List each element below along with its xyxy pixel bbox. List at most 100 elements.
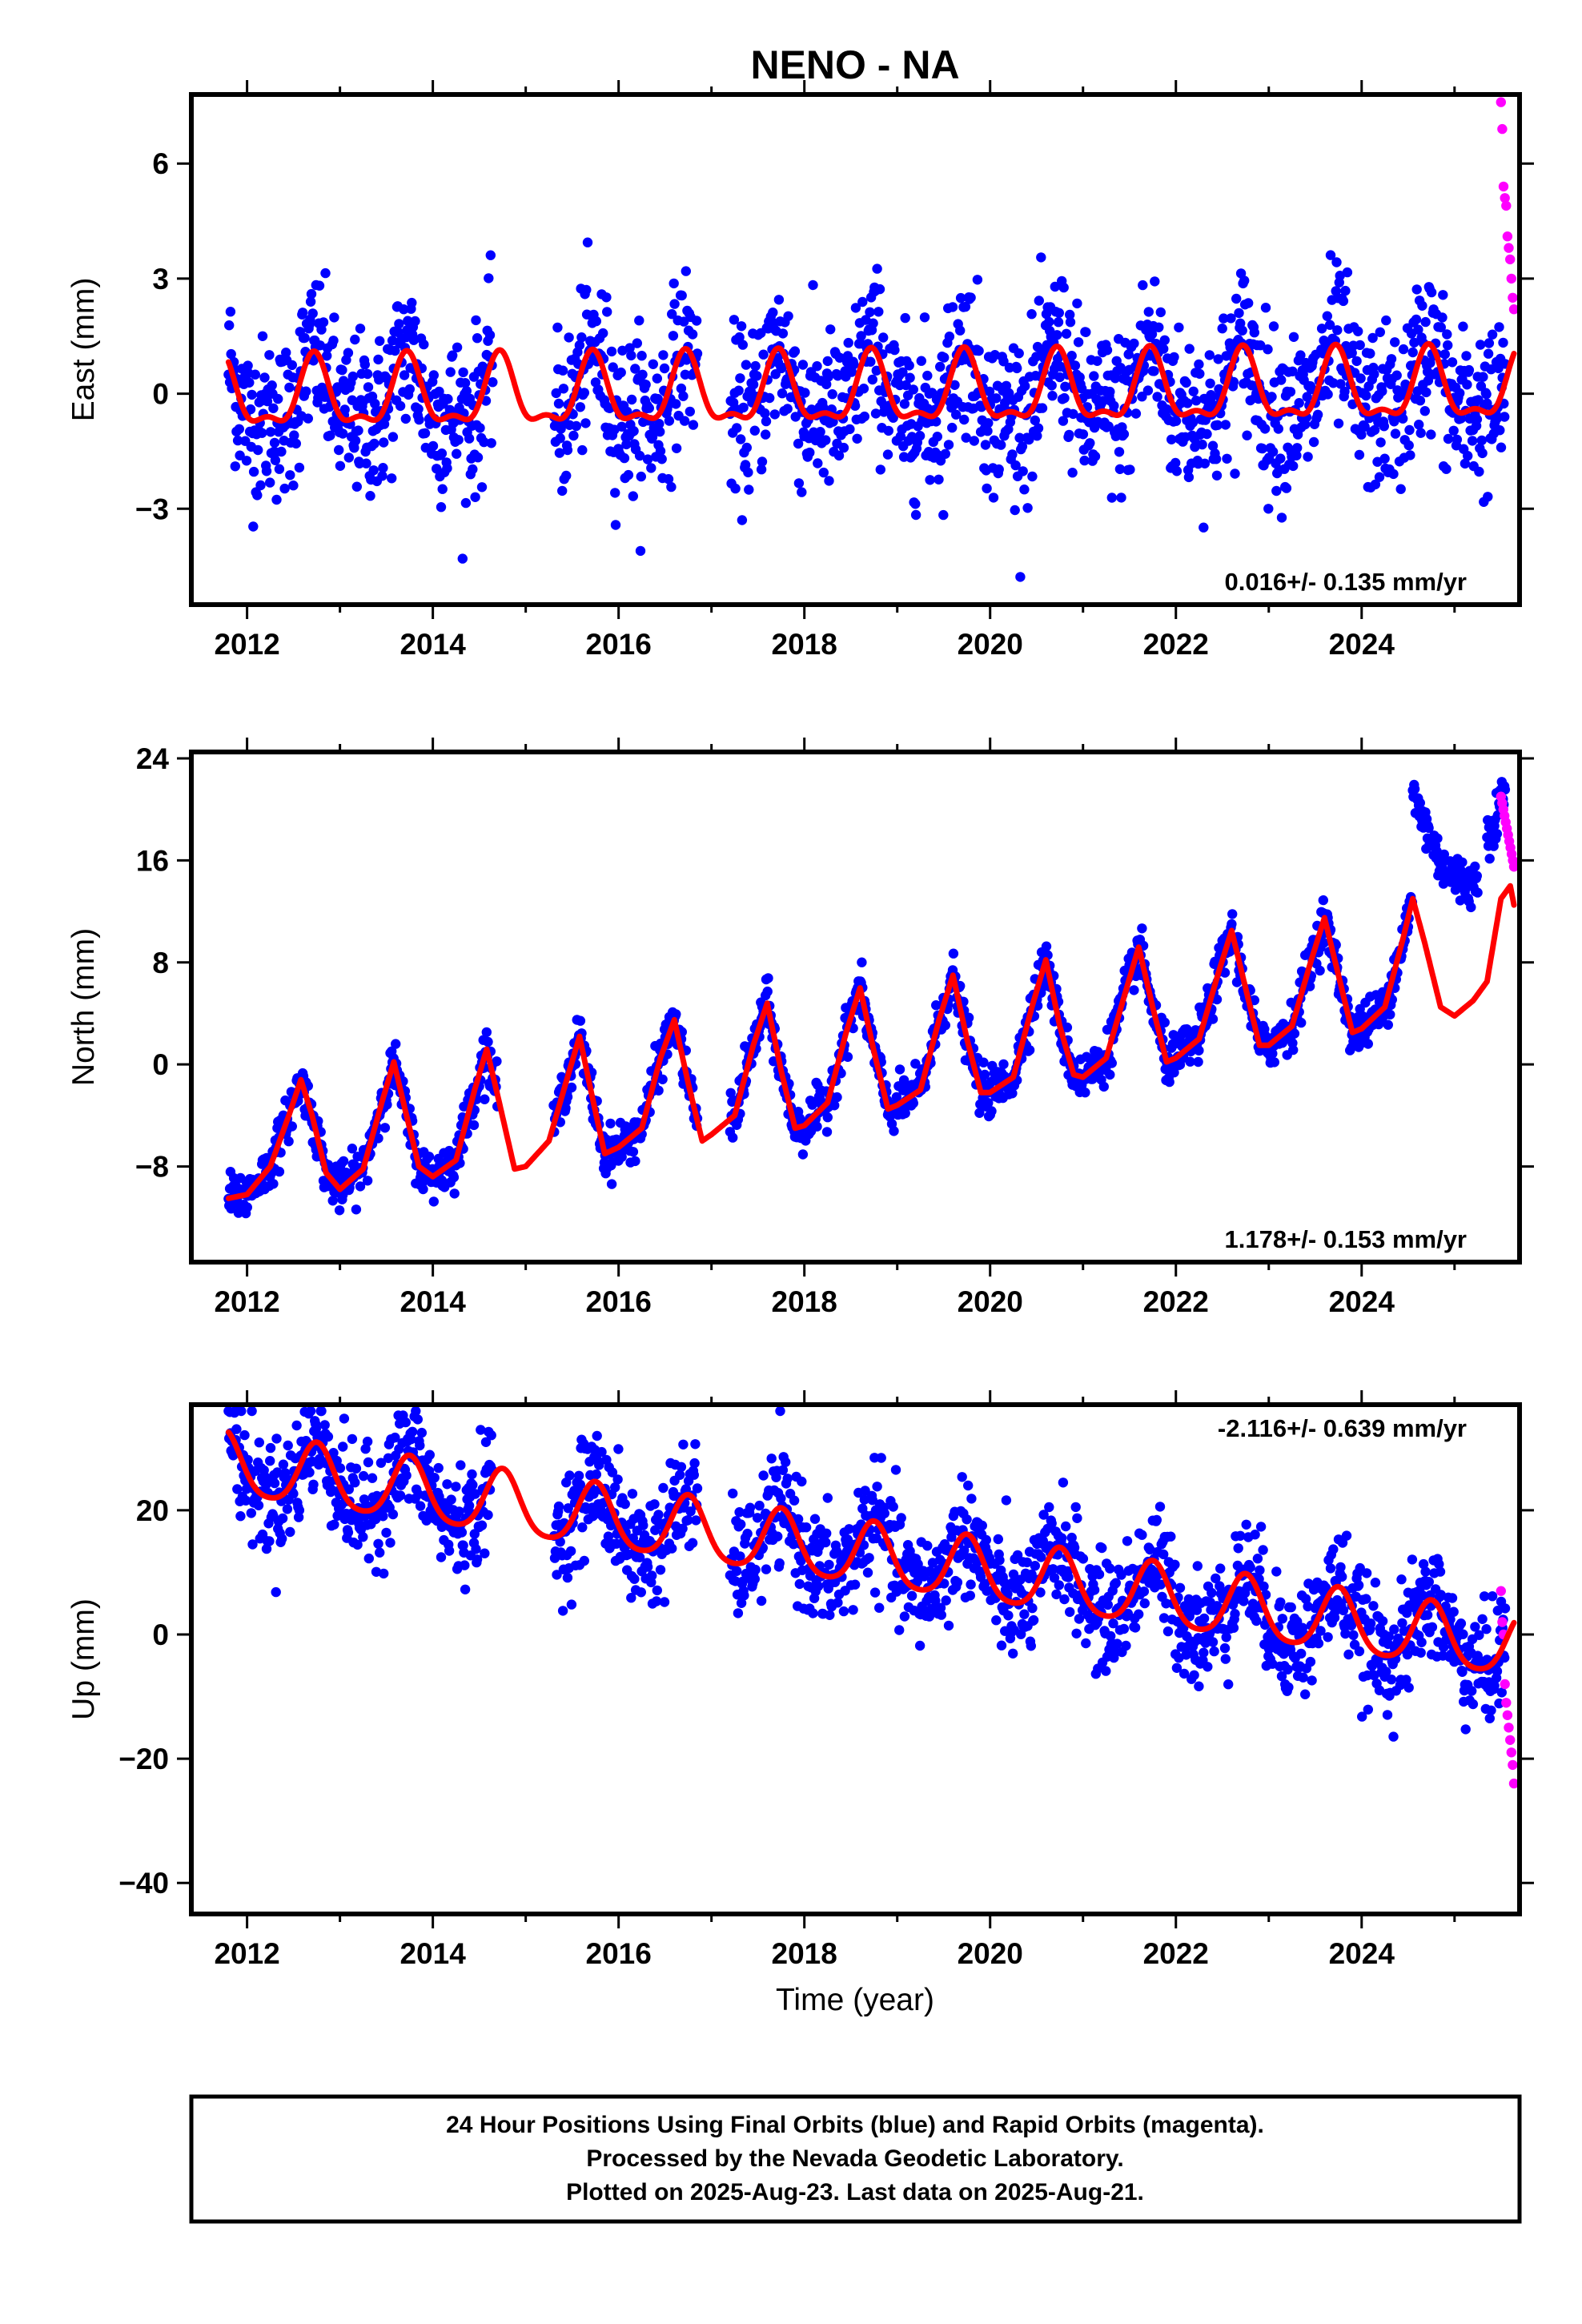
final-point <box>1065 317 1076 328</box>
final-point <box>365 491 375 501</box>
final-point <box>231 1424 242 1434</box>
final-point <box>602 307 612 317</box>
rapid-point <box>1506 273 1517 284</box>
final-point <box>960 301 971 312</box>
final-point <box>304 1467 315 1478</box>
final-point <box>1105 386 1115 397</box>
final-point <box>1187 417 1199 428</box>
final-point <box>809 1514 821 1524</box>
final-point <box>485 250 496 260</box>
final-point <box>239 1429 250 1441</box>
final-point <box>577 1522 588 1533</box>
final-point <box>1308 436 1319 448</box>
final-point <box>864 1553 874 1563</box>
north-y-axis-label: North (mm) <box>66 928 101 1086</box>
final-point <box>261 466 272 476</box>
final-point <box>415 1501 426 1511</box>
x-tick-label: 2016 <box>586 628 652 661</box>
final-point <box>628 1147 639 1157</box>
final-point <box>678 1439 689 1450</box>
final-point <box>777 388 788 399</box>
final-point <box>1122 1536 1133 1546</box>
final-point <box>555 1537 565 1547</box>
final-point <box>581 284 592 296</box>
final-point <box>657 1074 668 1085</box>
final-point <box>288 1489 299 1499</box>
x-tick-label: 2012 <box>214 628 279 661</box>
final-point <box>351 1463 362 1474</box>
final-point <box>1239 275 1250 286</box>
final-point <box>1294 398 1304 408</box>
final-point <box>966 1494 977 1504</box>
final-point <box>1137 923 1147 934</box>
final-point <box>629 1574 640 1584</box>
final-point <box>872 263 882 274</box>
final-point <box>1207 1014 1219 1024</box>
final-point <box>1415 396 1426 406</box>
final-point <box>362 1436 373 1447</box>
final-point <box>456 1460 466 1470</box>
final-point <box>626 1593 636 1603</box>
final-point <box>1477 448 1488 459</box>
final-point <box>265 1442 276 1454</box>
final-point <box>416 1427 427 1438</box>
final-point <box>1102 345 1113 356</box>
final-point <box>1390 428 1401 439</box>
final-point <box>566 1599 577 1610</box>
final-point <box>1072 1513 1082 1524</box>
x-tick-label: 2020 <box>958 1285 1023 1318</box>
final-point <box>739 1590 749 1601</box>
x-tick-label: 2016 <box>586 1285 652 1318</box>
final-point <box>277 1513 288 1524</box>
final-point <box>1325 250 1336 260</box>
final-point <box>1365 348 1375 359</box>
final-point <box>856 331 866 341</box>
final-point <box>460 1584 471 1595</box>
final-point <box>797 1476 807 1487</box>
final-point <box>1318 895 1329 906</box>
final-point <box>564 332 574 343</box>
final-point <box>951 409 962 420</box>
final-point <box>1322 311 1333 321</box>
final-point <box>407 1426 418 1437</box>
final-point <box>797 1149 809 1160</box>
final-point <box>283 1440 293 1451</box>
final-point <box>468 464 478 475</box>
final-point <box>351 481 362 492</box>
east-y-axis-label: East (mm) <box>66 278 101 422</box>
final-point <box>793 1514 804 1525</box>
final-point <box>1423 376 1434 386</box>
final-point <box>552 322 563 333</box>
final-point <box>375 1458 387 1468</box>
final-point <box>294 462 305 473</box>
final-point <box>428 1196 439 1207</box>
final-point <box>859 411 870 422</box>
final-point <box>481 1027 492 1038</box>
final-point <box>1421 387 1431 398</box>
final-point <box>1184 344 1195 354</box>
final-point <box>1369 424 1380 436</box>
final-point <box>931 1000 942 1011</box>
final-point <box>730 483 741 494</box>
final-point <box>1331 257 1342 267</box>
final-point <box>1061 1521 1071 1532</box>
final-point <box>335 460 346 471</box>
final-point <box>1267 392 1277 402</box>
final-point <box>301 386 311 396</box>
final-point <box>750 360 761 372</box>
final-point <box>1455 388 1465 399</box>
final-point <box>279 483 290 494</box>
final-point <box>1407 347 1418 358</box>
final-point <box>852 433 862 444</box>
final-point <box>1237 325 1247 336</box>
final-point <box>1001 1495 1012 1506</box>
final-point <box>827 389 837 400</box>
final-point <box>1472 414 1483 424</box>
final-point <box>468 1480 478 1490</box>
final-point <box>235 450 245 460</box>
final-point <box>1500 412 1510 422</box>
final-point <box>736 1598 747 1609</box>
final-point <box>1470 861 1480 872</box>
final-point <box>432 464 442 474</box>
final-point <box>825 324 836 335</box>
